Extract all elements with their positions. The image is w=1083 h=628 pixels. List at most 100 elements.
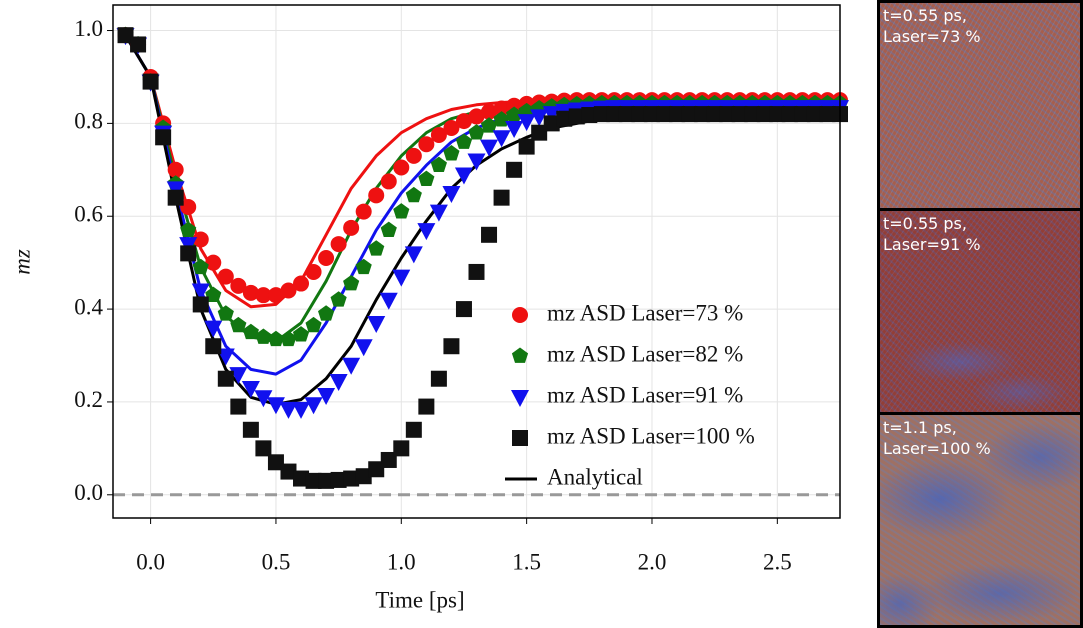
marker (794, 106, 811, 123)
marker (242, 323, 259, 340)
legend-label: mz ASD Laser=73 % (547, 300, 743, 325)
snapshot-panel: t=0.55 ps, Laser=91 % (877, 208, 1083, 415)
marker (468, 263, 485, 280)
marker (292, 326, 310, 342)
marker (731, 106, 748, 123)
marker (530, 109, 549, 127)
x-tick-label: 2.0 (638, 549, 667, 574)
marker (455, 133, 473, 149)
y-tick-label: 0.6 (74, 202, 103, 227)
marker (531, 124, 548, 141)
marker (418, 170, 435, 186)
marker (318, 250, 335, 267)
marker (493, 189, 510, 206)
x-tick-label: 2.5 (763, 549, 792, 574)
marker (205, 254, 222, 271)
marker (819, 106, 836, 123)
marker (342, 357, 361, 375)
marker (393, 159, 410, 176)
marker (191, 283, 210, 301)
marker (443, 120, 460, 137)
marker (368, 187, 385, 204)
marker (192, 296, 209, 313)
marker (442, 186, 461, 204)
marker (117, 27, 134, 44)
marker (317, 387, 336, 405)
y-tick-label: 0.0 (74, 480, 103, 505)
marker (367, 316, 386, 334)
marker (656, 106, 673, 123)
x-tick-label: 1.0 (387, 549, 416, 574)
marker (329, 374, 348, 392)
marker (305, 316, 322, 333)
marker (481, 103, 498, 120)
marker (517, 114, 536, 132)
marker (593, 106, 610, 123)
marker (280, 282, 297, 299)
marker (230, 316, 247, 333)
marker (192, 231, 209, 248)
marker (506, 161, 523, 178)
legend-marker (512, 430, 528, 446)
panel-caption: Laser=100 % (883, 439, 991, 458)
marker (230, 398, 247, 415)
marker (255, 328, 272, 344)
marker (230, 277, 247, 294)
marker (618, 106, 635, 123)
marker (404, 246, 423, 264)
marker (418, 136, 435, 153)
marker (368, 461, 385, 478)
marker (481, 226, 498, 243)
marker (330, 291, 347, 307)
marker (280, 463, 297, 480)
marker (543, 115, 560, 132)
marker (518, 138, 535, 155)
marker (167, 161, 184, 178)
marker (343, 219, 360, 236)
marker (266, 397, 285, 415)
x-axis-label: Time [ps] (375, 587, 464, 612)
marker (142, 73, 159, 90)
y-axis-label: mz (9, 249, 34, 275)
marker (280, 330, 297, 347)
legend-label: mz ASD Laser=100 % (547, 423, 755, 448)
marker (443, 145, 460, 161)
marker (318, 472, 335, 489)
marker (542, 106, 561, 124)
marker (217, 305, 234, 321)
marker (305, 472, 322, 489)
snapshot-panel: t=0.55 ps, Laser=73 % (877, 0, 1083, 211)
marker (330, 471, 347, 488)
marker (318, 305, 335, 321)
x-tick-label: 1.5 (512, 549, 541, 574)
marker (343, 275, 360, 291)
marker (756, 106, 773, 123)
panel-caption: Laser=73 % (883, 27, 981, 46)
marker (229, 367, 248, 385)
marker (467, 153, 486, 171)
marker (242, 421, 259, 438)
y-tick-label: 0.8 (74, 109, 103, 134)
marker (455, 113, 472, 130)
marker (468, 124, 485, 140)
x-tick-label: 0.0 (136, 549, 165, 574)
marker (167, 189, 184, 206)
marker (480, 139, 499, 157)
marker (241, 381, 260, 399)
marker (180, 245, 197, 262)
marker (180, 198, 197, 215)
marker (392, 269, 411, 287)
panel-caption: t=0.55 ps, (883, 6, 967, 25)
marker (405, 186, 422, 203)
marker (205, 286, 222, 303)
marker (769, 106, 786, 123)
marker (631, 106, 648, 123)
panel-caption: t=0.55 ps, (883, 214, 967, 233)
marker (355, 203, 372, 220)
marker (418, 398, 435, 415)
legend-label: mz ASD Laser=91 % (547, 382, 743, 407)
chart: Time [ps] mz 0.0 0.2 0.4 0.6 0.8 1.0 0.0 0.5 1.0… (9, 4, 849, 612)
marker (292, 401, 311, 419)
marker (380, 221, 397, 238)
